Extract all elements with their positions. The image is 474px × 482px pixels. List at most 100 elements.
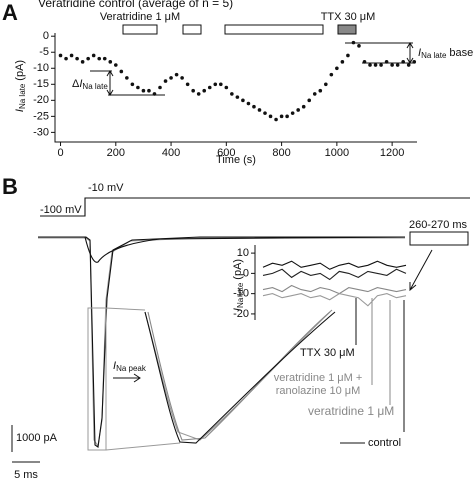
y-axis-label: INa late (pA) xyxy=(14,60,27,112)
point xyxy=(279,114,284,119)
window-arrow xyxy=(409,249,433,292)
chart-title: Veratridine control (average of n = 5) xyxy=(38,0,233,10)
point xyxy=(395,63,400,67)
point xyxy=(268,114,273,119)
point xyxy=(169,76,173,80)
subscript: Na late xyxy=(421,51,447,60)
symbol: I xyxy=(113,360,116,372)
window-label: 260-270 ms xyxy=(409,219,468,231)
window-box xyxy=(409,231,469,246)
point xyxy=(97,56,102,61)
point xyxy=(412,60,417,64)
inset-y-axis-label: INa late (pA) xyxy=(232,259,245,311)
x-tick-label: 200 xyxy=(107,147,125,159)
point xyxy=(125,76,129,80)
point xyxy=(290,111,295,115)
current-traces xyxy=(38,236,406,448)
point xyxy=(301,104,306,109)
zoom-line xyxy=(105,307,146,311)
delta-label: ΔINa late xyxy=(72,78,108,91)
point xyxy=(213,82,218,87)
y-tick-label: -30 xyxy=(33,126,49,138)
series-line xyxy=(262,293,407,307)
unit: (pA) xyxy=(232,259,244,280)
prefix: Δ xyxy=(72,78,80,90)
point xyxy=(180,76,184,80)
base-bracket xyxy=(345,42,414,64)
point xyxy=(312,92,317,96)
point xyxy=(346,53,350,58)
series-label: control xyxy=(368,437,401,449)
symbol: I xyxy=(79,78,82,90)
y-tick-label: 0 xyxy=(43,30,49,42)
y-tick-label: -5 xyxy=(39,46,49,58)
point xyxy=(80,60,85,64)
scale-current: 1000 pA xyxy=(16,432,58,444)
point xyxy=(191,88,195,93)
series-label: veratridine 1 μM xyxy=(308,404,394,418)
point xyxy=(307,98,312,103)
point xyxy=(263,111,267,115)
treatment-bar xyxy=(122,24,158,35)
point xyxy=(152,92,157,96)
treatment-label: Veratridine 1 μM xyxy=(100,11,180,23)
y-tick-label: -20 xyxy=(233,308,249,320)
series-line xyxy=(262,268,407,281)
point xyxy=(246,101,251,106)
point xyxy=(102,56,107,61)
x-axis-label: Time (s) xyxy=(216,154,256,166)
point xyxy=(235,95,240,99)
y-tick-label: -20 xyxy=(33,94,49,106)
zoom-line xyxy=(105,442,181,451)
x-tick-label: 1200 xyxy=(380,147,404,159)
label-lines xyxy=(355,298,405,432)
treatment-bar xyxy=(182,24,202,35)
subscript: Na late xyxy=(82,82,108,91)
ttx-bar xyxy=(337,24,357,35)
zoom-box xyxy=(87,307,107,451)
point xyxy=(340,60,345,64)
point xyxy=(406,63,411,67)
point xyxy=(285,114,289,119)
series-label: veratridine 1 μM + ranolazine 10 μM xyxy=(273,372,363,397)
axes-frame xyxy=(54,33,417,143)
y-tick-label: -10 xyxy=(33,62,49,74)
y-tick-label: 10 xyxy=(237,247,249,259)
panel-label: B xyxy=(2,174,18,199)
point xyxy=(401,60,405,64)
peak-label: INa peak xyxy=(113,360,147,373)
point xyxy=(351,40,356,45)
symbol: I xyxy=(232,308,244,311)
treatment-bar xyxy=(224,24,324,35)
x-tick-label: 800 xyxy=(272,147,290,159)
voltage-trace xyxy=(40,197,470,217)
point xyxy=(207,85,212,90)
point xyxy=(241,98,245,103)
symbol: I xyxy=(14,109,26,112)
point xyxy=(75,56,79,61)
symbol: I xyxy=(418,47,421,59)
x-tick-label: 600 xyxy=(217,147,235,159)
x-tick-label: 400 xyxy=(162,147,180,159)
point xyxy=(158,85,162,90)
point xyxy=(64,56,68,61)
x-tick-label: 1000 xyxy=(325,147,349,159)
y-tick-label: -25 xyxy=(33,110,49,122)
point xyxy=(86,56,90,61)
ttx-label: TTX 30 μM xyxy=(321,11,376,23)
point xyxy=(252,104,256,109)
suffix: base xyxy=(449,47,473,59)
point xyxy=(119,69,124,74)
point xyxy=(185,82,190,87)
point xyxy=(296,108,300,112)
point xyxy=(379,63,383,67)
scale-time: 5 ms xyxy=(14,469,38,481)
subscript: Na late xyxy=(18,83,27,109)
peak-arrow xyxy=(113,373,141,383)
point xyxy=(141,88,146,93)
point xyxy=(368,63,372,67)
point xyxy=(318,88,323,93)
point xyxy=(136,85,140,90)
point xyxy=(219,82,223,87)
point xyxy=(357,44,361,48)
